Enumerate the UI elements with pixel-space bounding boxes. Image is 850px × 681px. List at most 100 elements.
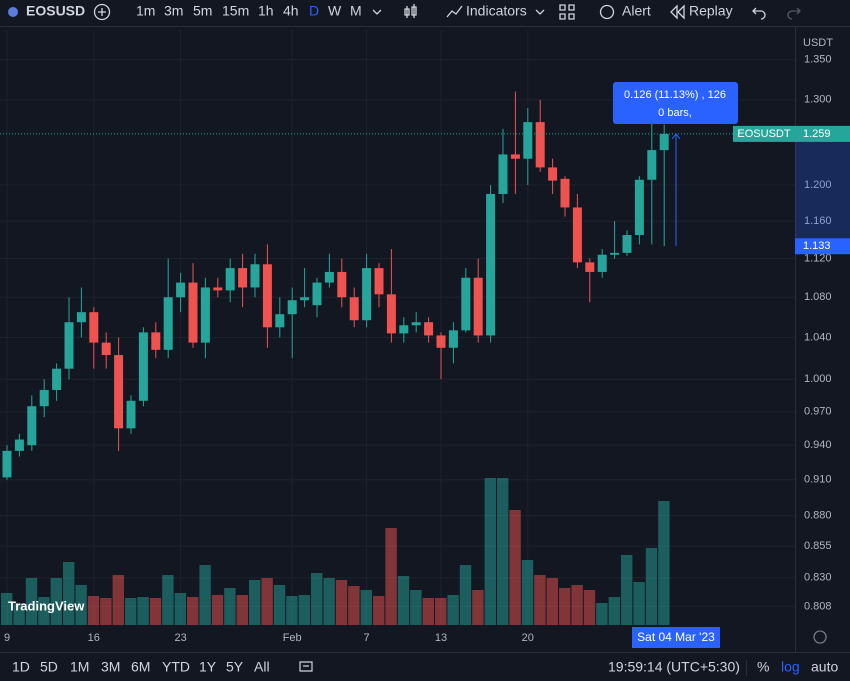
range-button[interactable]: 6M [131,659,150,675]
interval-button[interactable]: M [350,3,362,19]
chart-type-button[interactable] [404,4,417,18]
volume-bar [211,595,224,625]
interval-button[interactable]: D [309,3,319,19]
interval-menu[interactable] [372,9,382,15]
x-tick-label: 9 [4,632,10,644]
y-tick-label: 1.350 [804,53,832,65]
volume-bar [410,590,422,625]
replay-button[interactable]: Replay [689,3,733,19]
replay-icon [670,4,685,20]
symbol[interactable]: EOSUSD [26,3,85,19]
candle-body [275,314,285,328]
percent-toggle[interactable]: % [757,659,769,675]
volume-bar [87,596,100,625]
range-button[interactable]: 5D [40,659,58,675]
candle-body [114,355,124,429]
last-price-label: 1.259 [803,128,831,140]
interval-button[interactable]: 5m [193,3,212,19]
range-button[interactable]: 1M [70,659,89,675]
candle-body [176,282,186,298]
settings-button[interactable] [813,630,827,644]
volume-bar [360,590,372,625]
log-toggle[interactable]: log [781,659,800,675]
date-range-button[interactable] [299,661,313,672]
candle-body [262,264,272,328]
range-button[interactable]: 5Y [226,659,244,675]
range-button[interactable]: All [254,659,270,675]
range-button[interactable]: YTD [162,659,190,675]
interval-button[interactable]: 15m [222,3,249,19]
clock: 19:59:14 (UTC+5:30) [608,659,740,675]
indicators-icon [446,5,463,18]
volume-bar [397,576,410,625]
candle-body [548,167,558,181]
volume-bar [534,575,546,625]
alert-button[interactable]: Alert [622,3,651,19]
candle-body [188,282,198,343]
candle-body [560,178,570,208]
range-button[interactable]: 1Y [199,659,217,675]
candle-body [386,294,396,334]
candle-body [659,133,669,151]
volume-bar [633,582,645,625]
undo-button[interactable] [752,7,766,20]
volume-bar [571,585,583,625]
volume-bar [546,578,558,625]
candle-body [523,122,533,159]
candle-body [324,271,334,283]
symbol-price-name: EOSUSDT [737,128,790,140]
measure-range [795,133,850,247]
candle-body [498,154,508,194]
volume-bar [50,578,62,625]
range-button[interactable]: 1D [12,659,30,675]
candle-body [126,400,136,429]
volume-bar [75,585,87,625]
crosshair-date: Sat 04 Mar '23 [637,630,715,644]
interval-button[interactable]: 1h [258,3,274,19]
volume-bar [25,578,38,625]
alert-icon [599,4,615,20]
indicators-button[interactable]: Indicators [466,3,527,19]
indicators-menu[interactable] [535,9,545,15]
candle-body [312,282,322,306]
plus-icon [98,8,106,16]
currency-label: USDT [803,37,833,49]
candle-body [163,297,173,350]
volume-bar [559,588,571,625]
interval-button[interactable]: 4h [283,3,299,19]
auto-toggle[interactable]: auto [811,659,838,675]
range-button[interactable]: 3M [101,659,120,675]
candle-body [448,330,458,348]
y-tick-label: 1.040 [804,331,832,343]
volume-bar [13,603,25,625]
candle-body [461,277,471,331]
arrow-head [671,133,681,140]
candle-body [250,264,260,288]
volume-bar [162,575,174,625]
volume-bar [435,598,447,625]
candle-body [647,150,657,180]
compare-button[interactable] [93,3,111,21]
interval-button[interactable]: W [328,3,342,19]
candle-body [337,271,347,298]
candle-body [52,368,62,390]
redo-button[interactable] [787,7,801,20]
volume-bar [249,580,261,625]
symbol-icon [8,7,18,17]
layout-button[interactable] [559,4,575,20]
crosshair-date-tag [632,627,720,648]
volume-bar [149,598,162,625]
volume-bar [373,596,385,625]
volume-bar [335,580,348,625]
volume-bar [608,597,620,625]
interval-button[interactable]: 1m [136,3,155,19]
candle-body [39,389,49,407]
candle-body [374,268,384,295]
volume-bar [472,590,484,625]
candle-body [510,154,520,159]
volume-bar [286,596,298,625]
interval-button[interactable]: 3m [164,3,183,19]
candle-body [436,335,446,348]
candle-body [225,268,235,291]
